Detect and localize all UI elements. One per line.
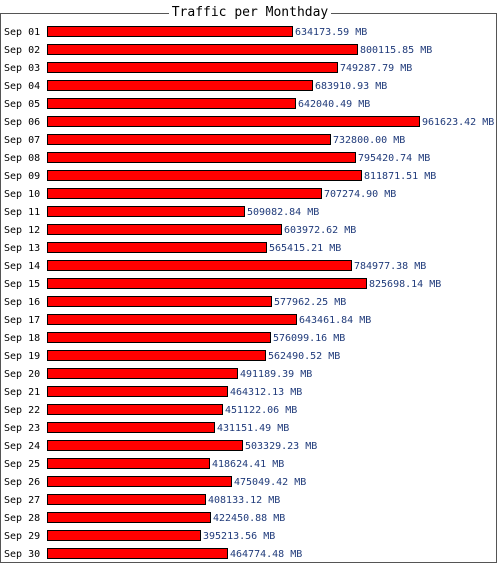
value-label: 565415.21 MB <box>269 243 341 254</box>
day-label: Sep 02 <box>4 45 40 56</box>
traffic-bar <box>47 512 211 523</box>
value-label: 642040.49 MB <box>298 99 370 110</box>
value-label: 491189.39 MB <box>240 369 312 380</box>
value-label: 464312.13 MB <box>230 387 302 398</box>
traffic-bar <box>47 332 271 343</box>
traffic-bar <box>47 476 232 487</box>
chart-title-container: Traffic per Monthday <box>0 4 500 22</box>
value-label: 576099.16 MB <box>273 333 345 344</box>
day-label: Sep 15 <box>4 279 40 290</box>
value-label: 795420.74 MB <box>358 153 430 164</box>
traffic-bar <box>47 422 215 433</box>
day-label: Sep 07 <box>4 135 40 146</box>
value-label: 562490.52 MB <box>268 351 340 362</box>
traffic-bar <box>47 170 362 181</box>
day-label: Sep 05 <box>4 99 40 110</box>
day-label: Sep 03 <box>4 63 40 74</box>
day-label: Sep 21 <box>4 387 40 398</box>
day-label: Sep 29 <box>4 531 40 542</box>
value-label: 683910.93 MB <box>315 81 387 92</box>
day-label: Sep 18 <box>4 333 40 344</box>
day-label: Sep 16 <box>4 297 40 308</box>
value-label: 408133.12 MB <box>208 495 280 506</box>
value-label: 431151.49 MB <box>217 423 289 434</box>
value-label: 451122.06 MB <box>225 405 297 416</box>
day-label: Sep 12 <box>4 225 40 236</box>
value-label: 503329.23 MB <box>245 441 317 452</box>
day-label: Sep 06 <box>4 117 40 128</box>
value-label: 643461.84 MB <box>299 315 371 326</box>
day-label: Sep 22 <box>4 405 40 416</box>
traffic-bar <box>47 350 266 361</box>
value-label: 509082.84 MB <box>247 207 319 218</box>
value-label: 825698.14 MB <box>369 279 441 290</box>
day-label: Sep 27 <box>4 495 40 506</box>
value-label: 811871.51 MB <box>364 171 436 182</box>
traffic-bar <box>47 314 297 325</box>
day-label: Sep 10 <box>4 189 40 200</box>
traffic-bar <box>47 368 238 379</box>
value-label: 395213.56 MB <box>203 531 275 542</box>
day-label: Sep 09 <box>4 171 40 182</box>
traffic-bar <box>47 224 282 235</box>
traffic-bar <box>47 548 228 559</box>
traffic-bar <box>47 134 331 145</box>
traffic-bar <box>47 386 228 397</box>
traffic-bar <box>47 44 358 55</box>
traffic-bar <box>47 206 245 217</box>
day-label: Sep 11 <box>4 207 40 218</box>
traffic-bar <box>47 494 206 505</box>
day-label: Sep 28 <box>4 513 40 524</box>
value-label: 749287.79 MB <box>340 63 412 74</box>
day-label: Sep 25 <box>4 459 40 470</box>
traffic-bar <box>47 242 267 253</box>
traffic-bar <box>47 530 201 541</box>
value-label: 784977.38 MB <box>354 261 426 272</box>
traffic-bar <box>47 62 338 73</box>
day-label: Sep 17 <box>4 315 40 326</box>
day-label: Sep 23 <box>4 423 40 434</box>
value-label: 577962.25 MB <box>274 297 346 308</box>
value-label: 707274.90 MB <box>324 189 396 200</box>
day-label: Sep 19 <box>4 351 40 362</box>
traffic-bar <box>47 440 243 451</box>
day-label: Sep 20 <box>4 369 40 380</box>
value-label: 961623.42 MB <box>422 117 494 128</box>
traffic-bar <box>47 80 313 91</box>
value-label: 422450.88 MB <box>213 513 285 524</box>
day-label: Sep 26 <box>4 477 40 488</box>
traffic-bar <box>47 152 356 163</box>
traffic-bar <box>47 278 367 289</box>
traffic-bar <box>47 188 322 199</box>
day-label: Sep 13 <box>4 243 40 254</box>
value-label: 475049.42 MB <box>234 477 306 488</box>
traffic-bar <box>47 26 293 37</box>
day-label: Sep 04 <box>4 81 40 92</box>
traffic-bar <box>47 116 420 127</box>
day-label: Sep 01 <box>4 27 40 38</box>
day-label: Sep 24 <box>4 441 40 452</box>
value-label: 732800.00 MB <box>333 135 405 146</box>
day-label: Sep 30 <box>4 549 40 560</box>
value-label: 603972.62 MB <box>284 225 356 236</box>
day-label: Sep 08 <box>4 153 40 164</box>
traffic-bar <box>47 296 272 307</box>
value-label: 800115.85 MB <box>360 45 432 56</box>
traffic-bar <box>47 98 296 109</box>
traffic-bar <box>47 260 352 271</box>
value-label: 418624.41 MB <box>212 459 284 470</box>
traffic-bar <box>47 458 210 469</box>
chart-title: Traffic per Monthday <box>168 5 332 20</box>
day-label: Sep 14 <box>4 261 40 272</box>
value-label: 634173.59 MB <box>295 27 367 38</box>
traffic-bar <box>47 404 223 415</box>
value-label: 464774.48 MB <box>230 549 302 560</box>
